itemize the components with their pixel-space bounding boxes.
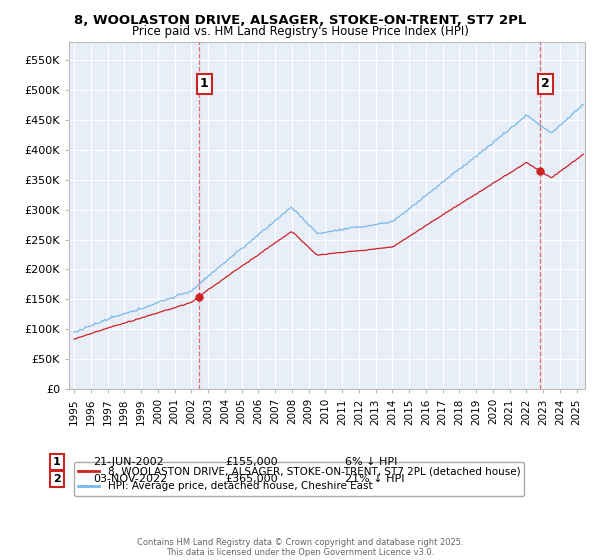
- Text: Contains HM Land Registry data © Crown copyright and database right 2025.
This d: Contains HM Land Registry data © Crown c…: [137, 538, 463, 557]
- Text: 2: 2: [541, 77, 550, 90]
- Text: 21% ↓ HPI: 21% ↓ HPI: [345, 474, 404, 484]
- Text: £155,000: £155,000: [225, 457, 278, 467]
- Text: 03-NOV-2022: 03-NOV-2022: [93, 474, 167, 484]
- Text: £365,000: £365,000: [225, 474, 278, 484]
- Legend: 8, WOOLASTON DRIVE, ALSAGER, STOKE-ON-TRENT, ST7 2PL (detached house), HPI: Aver: 8, WOOLASTON DRIVE, ALSAGER, STOKE-ON-TR…: [74, 462, 524, 496]
- Text: Price paid vs. HM Land Registry's House Price Index (HPI): Price paid vs. HM Land Registry's House …: [131, 25, 469, 38]
- Text: 1: 1: [53, 457, 61, 467]
- Text: 6% ↓ HPI: 6% ↓ HPI: [345, 457, 397, 467]
- Text: 1: 1: [200, 77, 209, 90]
- Text: 8, WOOLASTON DRIVE, ALSAGER, STOKE-ON-TRENT, ST7 2PL: 8, WOOLASTON DRIVE, ALSAGER, STOKE-ON-TR…: [74, 14, 526, 27]
- Text: 2: 2: [53, 474, 61, 484]
- Text: 21-JUN-2002: 21-JUN-2002: [93, 457, 164, 467]
